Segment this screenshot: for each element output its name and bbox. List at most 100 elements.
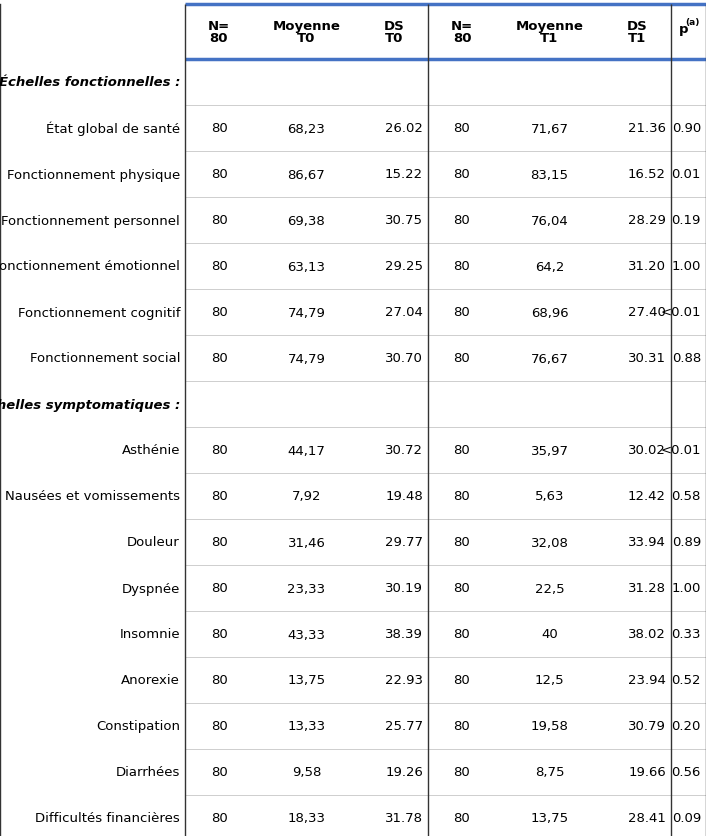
Text: 33.94: 33.94 [628, 536, 666, 549]
Text: Constipation: Constipation [96, 720, 180, 732]
Text: Asthénie: Asthénie [121, 444, 180, 457]
Text: 76,67: 76,67 [531, 352, 568, 365]
Text: 80: 80 [454, 582, 470, 594]
Text: 80: 80 [210, 122, 227, 135]
Text: 21.36: 21.36 [628, 122, 666, 135]
Text: 12.42: 12.42 [628, 490, 666, 503]
Text: 80: 80 [210, 582, 227, 594]
Text: 80: 80 [454, 352, 470, 365]
Text: p: p [678, 23, 688, 36]
Text: 80: 80 [210, 490, 227, 503]
Text: 1.00: 1.00 [671, 582, 701, 594]
Text: 80: 80 [210, 352, 227, 365]
Text: 25.77: 25.77 [385, 720, 423, 732]
Text: Fonctionnement personnel: Fonctionnement personnel [1, 214, 180, 227]
Text: T1: T1 [628, 32, 646, 45]
Text: 80: 80 [454, 628, 470, 640]
Text: 8,75: 8,75 [534, 766, 564, 778]
Text: Difficultés financières: Difficultés financières [35, 812, 180, 824]
Text: 80: 80 [210, 536, 227, 549]
Text: État global de santé: État global de santé [46, 121, 180, 136]
Text: 80: 80 [210, 260, 227, 273]
Text: 80: 80 [453, 32, 471, 45]
Text: 71,67: 71,67 [530, 122, 568, 135]
Text: 80: 80 [210, 168, 227, 181]
Text: Fonctionnement social: Fonctionnement social [30, 352, 180, 365]
Text: 80: 80 [454, 444, 470, 457]
Text: 80: 80 [454, 122, 470, 135]
Text: 44,17: 44,17 [287, 444, 325, 457]
Text: 13,33: 13,33 [287, 720, 325, 732]
Text: 19.66: 19.66 [628, 766, 666, 778]
Text: 30.31: 30.31 [628, 352, 666, 365]
Text: 23,33: 23,33 [287, 582, 325, 594]
Text: 7,92: 7,92 [292, 490, 321, 503]
Text: 19,58: 19,58 [531, 720, 568, 732]
Text: <0.01: <0.01 [661, 444, 701, 457]
Text: 80: 80 [454, 812, 470, 824]
Text: 0.88: 0.88 [671, 352, 701, 365]
Text: 74,79: 74,79 [287, 306, 325, 319]
Text: 0.01: 0.01 [671, 168, 701, 181]
Text: 27.04: 27.04 [385, 306, 423, 319]
Text: 80: 80 [210, 628, 227, 640]
Text: 80: 80 [210, 812, 227, 824]
Text: 80: 80 [210, 674, 227, 686]
Text: N=: N= [451, 20, 473, 33]
Text: 38.39: 38.39 [385, 628, 423, 640]
Text: T0: T0 [297, 32, 316, 45]
Text: 40: 40 [541, 628, 558, 640]
Text: 0.56: 0.56 [671, 766, 701, 778]
Text: 0.89: 0.89 [671, 536, 701, 549]
Text: Moyenne: Moyenne [515, 20, 583, 33]
Text: 31.20: 31.20 [628, 260, 666, 273]
Text: 35,97: 35,97 [530, 444, 568, 457]
Text: Douleur: Douleur [127, 536, 180, 549]
Text: 80: 80 [210, 306, 227, 319]
Text: T1: T1 [540, 32, 558, 45]
Text: 22,5: 22,5 [534, 582, 564, 594]
Text: 68,96: 68,96 [531, 306, 568, 319]
Text: 0.90: 0.90 [671, 122, 701, 135]
Text: 18,33: 18,33 [287, 812, 325, 824]
Text: 19.26: 19.26 [385, 766, 423, 778]
Text: 15.22: 15.22 [385, 168, 423, 181]
Text: Fonctionnement physique: Fonctionnement physique [7, 168, 180, 181]
Text: 1.00: 1.00 [671, 260, 701, 273]
Text: Insomnie: Insomnie [119, 628, 180, 640]
Text: 63,13: 63,13 [287, 260, 325, 273]
Text: 86,67: 86,67 [287, 168, 325, 181]
Text: 22.93: 22.93 [385, 674, 423, 686]
Text: Échelles symptomatiques :: Échelles symptomatiques : [0, 397, 180, 412]
Text: 26.02: 26.02 [385, 122, 423, 135]
Text: T0: T0 [385, 32, 403, 45]
Text: 29.77: 29.77 [385, 536, 423, 549]
Text: 43,33: 43,33 [287, 628, 325, 640]
Text: 30.19: 30.19 [385, 582, 423, 594]
Text: 9,58: 9,58 [292, 766, 321, 778]
Text: Échelles fonctionnelles :: Échelles fonctionnelles : [0, 76, 180, 89]
Text: 80: 80 [454, 674, 470, 686]
Text: 30.79: 30.79 [628, 720, 666, 732]
Text: 80: 80 [454, 720, 470, 732]
Text: 0.20: 0.20 [671, 720, 701, 732]
Text: Dyspnée: Dyspnée [121, 582, 180, 594]
Text: 30.75: 30.75 [385, 214, 423, 227]
Text: 38.02: 38.02 [628, 628, 666, 640]
Text: 80: 80 [210, 32, 228, 45]
Text: Moyenne: Moyenne [273, 20, 340, 33]
Text: 80: 80 [454, 490, 470, 503]
Text: 80: 80 [454, 766, 470, 778]
Text: 0.09: 0.09 [671, 812, 701, 824]
Text: 0.33: 0.33 [671, 628, 701, 640]
Text: 83,15: 83,15 [530, 168, 568, 181]
Text: 27.40: 27.40 [628, 306, 666, 319]
Text: 0.58: 0.58 [671, 490, 701, 503]
Text: 80: 80 [210, 720, 227, 732]
Text: Diarrhées: Diarrhées [116, 766, 180, 778]
Text: Anorexie: Anorexie [121, 674, 180, 686]
Text: 30.70: 30.70 [385, 352, 423, 365]
Text: 12,5: 12,5 [534, 674, 564, 686]
Text: 5,63: 5,63 [534, 490, 564, 503]
Text: (a): (a) [686, 18, 700, 27]
